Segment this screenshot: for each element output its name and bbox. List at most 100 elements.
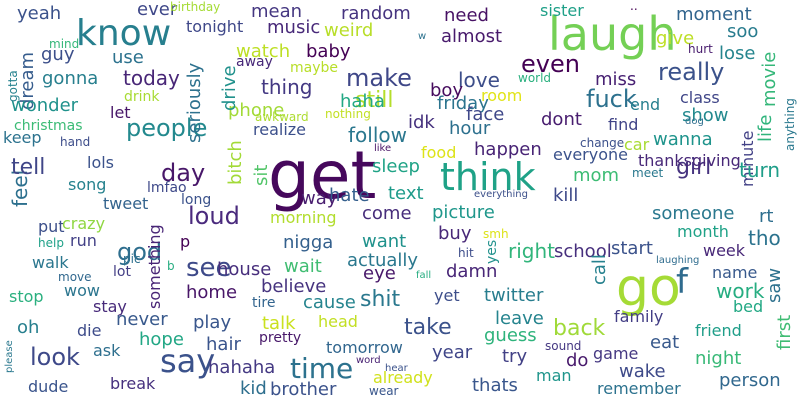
cloud-word: someone (652, 203, 735, 224)
cloud-word: tonight (186, 17, 244, 36)
cloud-word: hear (385, 363, 408, 374)
cloud-word: run (70, 231, 97, 250)
cloud-word: wait (284, 256, 322, 277)
cloud-word: use (112, 47, 144, 68)
cloud-word: text (388, 183, 424, 204)
cloud-word: b (167, 259, 175, 273)
cloud-word: gonna (42, 68, 99, 89)
cloud-word: sister (540, 1, 584, 20)
cloud-word: laugh (548, 7, 677, 61)
cloud-word: bitch (225, 140, 246, 185)
cloud-word: help (38, 236, 64, 250)
cloud-word: get (268, 137, 377, 214)
cloud-word: hurt (688, 42, 713, 56)
cloud-word: know (76, 13, 172, 54)
cloud-word: like (374, 143, 392, 154)
cloud-word: lols (87, 153, 115, 172)
cloud-word: yeah (17, 3, 62, 24)
cloud-word: w (418, 31, 427, 42)
cloud-word: think (440, 155, 536, 199)
cloud-word: everything (474, 189, 528, 200)
cloud-word: dont (541, 109, 582, 130)
cloud-word: drink (124, 89, 160, 105)
cloud-word: show (682, 105, 729, 126)
cloud-word: kid (240, 378, 267, 399)
cloud-word: first (774, 314, 795, 350)
cloud-word: twitter (484, 285, 544, 306)
cloud-word: drive (219, 65, 240, 111)
cloud-word: put (38, 217, 65, 236)
cloud-word: keep (3, 128, 42, 147)
cloud-word: anything (783, 98, 797, 151)
cloud-word: guy (41, 44, 75, 65)
cloud-word: still (355, 88, 394, 113)
cloud-word: kill (553, 185, 579, 206)
cloud-word: buy (438, 223, 472, 244)
cloud-word: back (553, 316, 606, 341)
cloud-word: week (703, 241, 746, 260)
cloud-word: give (656, 28, 695, 49)
cloud-word: walk (32, 253, 69, 272)
cloud-word: cause (303, 292, 356, 313)
cloud-word: remember (597, 379, 681, 398)
cloud-word: yet (434, 286, 460, 305)
cloud-word: wake (619, 361, 666, 382)
cloud-word: ask (93, 341, 121, 360)
cloud-word: say (160, 342, 216, 380)
cloud-word: haha (340, 91, 385, 112)
cloud-word: friday (437, 93, 489, 114)
cloud-word: baby (306, 41, 351, 62)
cloud-word: picture (432, 202, 495, 223)
cloud-word: life (755, 114, 776, 142)
cloud-word: gotta (6, 70, 20, 102)
cloud-word: hand (60, 135, 91, 149)
cloud-word: song (68, 175, 107, 194)
cloud-word: shit (360, 287, 401, 312)
cloud-word: oh (17, 317, 40, 338)
cloud-word: class (680, 88, 720, 107)
cloud-word: hit (458, 246, 474, 260)
cloud-word: lose (719, 43, 756, 64)
cloud-word: guess (484, 325, 537, 346)
cloud-word: turn (739, 158, 781, 182)
cloud-word: do (566, 350, 589, 371)
cloud-word: sit (251, 164, 272, 186)
cloud-word: talk (262, 313, 296, 334)
cloud-word: even (521, 50, 580, 78)
cloud-word: love (458, 68, 500, 92)
cloud-word: sound (545, 339, 582, 353)
cloud-word: wow (64, 281, 100, 300)
cloud-word: ever (137, 0, 178, 20)
cloud-word: movie (759, 51, 780, 107)
cloud-word: stay (93, 297, 127, 316)
cloud-word: f (676, 262, 688, 302)
cloud-word: loud (188, 202, 240, 230)
cloud-word: saw (764, 267, 785, 303)
cloud-word: mom (573, 165, 620, 186)
cloud-word: car (624, 135, 650, 154)
cloud-word: let (110, 103, 131, 122)
cloud-word: want (362, 231, 407, 252)
cloud-word: go (616, 258, 681, 318)
cloud-word: watch (236, 41, 291, 62)
cloud-word: try (502, 346, 528, 367)
cloud-word: call (589, 254, 610, 285)
cloud-word: weird (324, 20, 374, 41)
cloud-word: year (432, 342, 473, 363)
cloud-word: tire (252, 295, 276, 311)
cloud-word: almost (441, 26, 503, 47)
cloud-word: please (4, 340, 15, 373)
cloud-word: night (695, 348, 742, 369)
cloud-word: game (593, 344, 639, 363)
cloud-word: girl (676, 155, 712, 180)
cloud-word: hour (449, 118, 491, 139)
cloud-word: start (611, 238, 653, 259)
cloud-word: eye (363, 263, 396, 284)
cloud-word: hate (329, 185, 370, 206)
cloud-word: pic (123, 252, 141, 266)
cloud-word: sleep (372, 156, 420, 177)
cloud-word: boy (430, 80, 464, 101)
cloud-word: realize (253, 120, 307, 139)
cloud-word: need (444, 5, 489, 26)
